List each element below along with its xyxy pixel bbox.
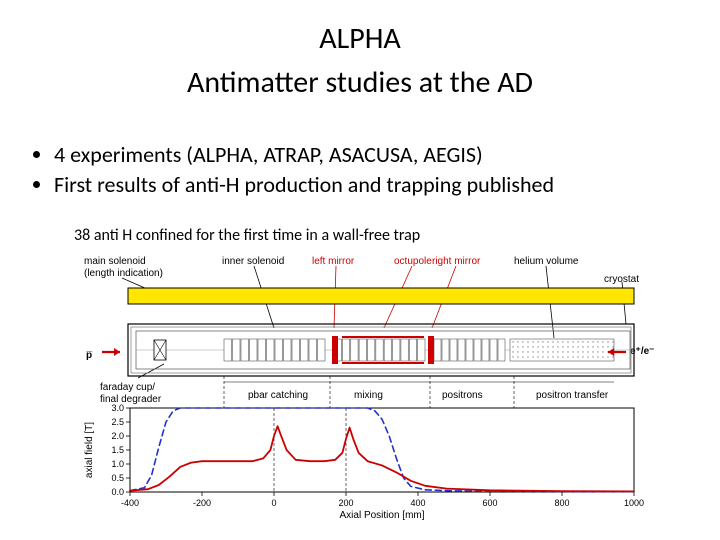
svg-text:cryostat: cryostat bbox=[604, 274, 639, 285]
svg-text:(length indication): (length indication) bbox=[84, 268, 163, 279]
svg-text:left mirror: left mirror bbox=[312, 256, 355, 267]
figure: main solenoid(length indication) inner so… bbox=[74, 248, 656, 528]
svg-text:p̅: p̅ bbox=[86, 350, 92, 361]
svg-text:faraday cup/: faraday cup/ bbox=[100, 382, 155, 393]
svg-text:inner solenoid: inner solenoid bbox=[222, 256, 284, 267]
svg-text:positron transfer: positron transfer bbox=[536, 390, 609, 401]
svg-text:1000: 1000 bbox=[624, 498, 644, 508]
svg-text:positrons: positrons bbox=[442, 390, 483, 401]
svg-text:0: 0 bbox=[271, 498, 276, 508]
svg-text:0.5: 0.5 bbox=[111, 473, 124, 483]
figure-svg: main solenoid(length indication) inner so… bbox=[74, 248, 656, 528]
svg-text:400: 400 bbox=[410, 498, 425, 508]
svg-text:0.0: 0.0 bbox=[111, 487, 124, 497]
svg-text:200: 200 bbox=[338, 498, 353, 508]
svg-text:-200: -200 bbox=[193, 498, 211, 508]
svg-text:Axial Position [mm]: Axial Position [mm] bbox=[339, 510, 424, 521]
svg-text:pbar catching: pbar catching bbox=[248, 390, 308, 401]
bullet-2: First results of anti-H production and t… bbox=[54, 170, 690, 200]
svg-text:-400: -400 bbox=[121, 498, 139, 508]
svg-text:600: 600 bbox=[482, 498, 497, 508]
svg-text:3.0: 3.0 bbox=[111, 403, 124, 413]
bullet-1: 4 experiments (ALPHA, ATRAP, ASACUSA, AE… bbox=[54, 140, 690, 170]
bullet-list: 4 experiments (ALPHA, ATRAP, ASACUSA, AE… bbox=[30, 140, 690, 199]
svg-text:right mirror: right mirror bbox=[432, 256, 481, 267]
svg-text:2.0: 2.0 bbox=[111, 431, 124, 441]
figure-caption: 38 anti H confined for the first time in… bbox=[74, 226, 420, 245]
svg-text:helium volume: helium volume bbox=[514, 256, 579, 267]
svg-text:final degrader: final degrader bbox=[100, 394, 162, 405]
svg-text:octupole: octupole bbox=[394, 256, 432, 267]
svg-text:1.0: 1.0 bbox=[111, 459, 124, 469]
svg-text:1.5: 1.5 bbox=[111, 445, 124, 455]
svg-text:axial field [T]: axial field [T] bbox=[84, 422, 95, 478]
svg-text:main solenoid: main solenoid bbox=[84, 256, 146, 267]
svg-text:mixing: mixing bbox=[354, 390, 383, 401]
title-subtitle: Antimatter studies at the AD bbox=[0, 64, 720, 101]
svg-text:800: 800 bbox=[554, 498, 569, 508]
svg-text:2.5: 2.5 bbox=[111, 417, 124, 427]
title-alpha: ALPHA bbox=[0, 20, 720, 57]
